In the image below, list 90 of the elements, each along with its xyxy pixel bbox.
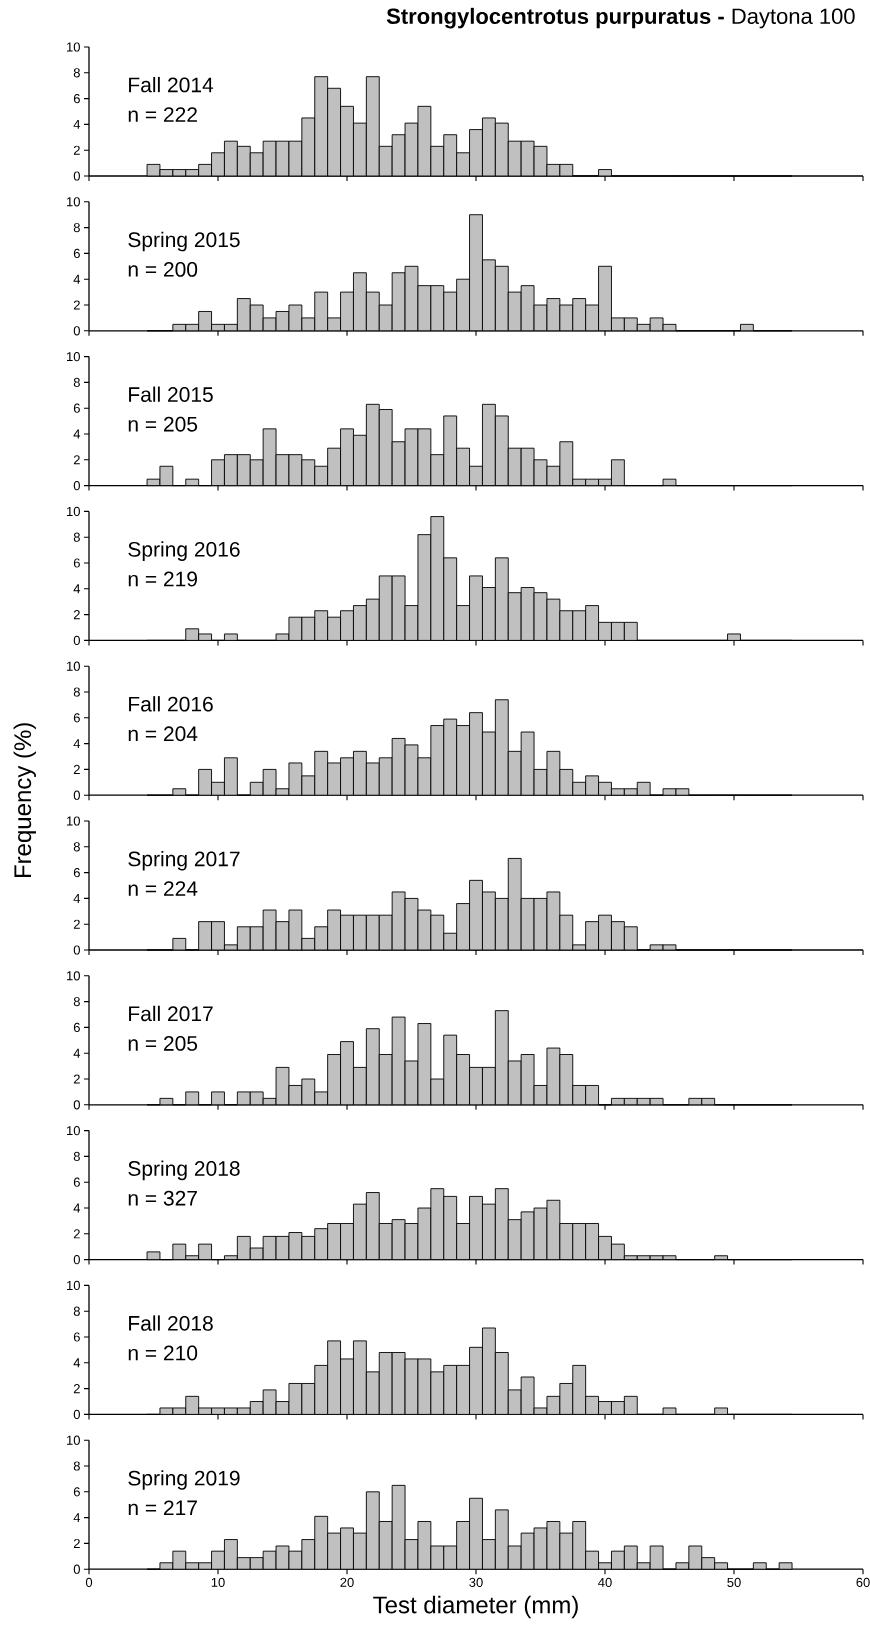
annotation: n = 204 <box>128 726 198 742</box>
y-tick-label: 2 <box>73 1074 80 1084</box>
y-tick-label: 10 <box>66 197 80 207</box>
y-tick-label: 2 <box>73 145 80 155</box>
y-tick-label: 0 <box>73 790 80 800</box>
y-tick-label: 10 <box>66 816 80 826</box>
annotation: Fall 2018 <box>129 1315 213 1331</box>
annotation: Fall 2014 <box>129 76 214 93</box>
annotation: Spring 2017 <box>128 850 240 871</box>
x-tick-label: 50 <box>727 1577 741 1587</box>
y-tick-label: 8 <box>73 1151 80 1162</box>
y-tick-label: 2 <box>73 610 80 620</box>
y-tick-label: 10 <box>66 1280 80 1291</box>
y-tick-label: 0 <box>73 1409 80 1420</box>
y-tick-label: 6 <box>73 1487 80 1497</box>
y-tick-label: 0 <box>73 326 80 336</box>
y-tick-label: 10 <box>66 971 80 981</box>
y-tick-label: 4 <box>73 1358 81 1368</box>
y-tick-label: 2 <box>73 1538 80 1548</box>
y-tick-label: 0 <box>73 945 80 955</box>
annotation: n = 200 <box>128 261 198 277</box>
y-tick-label: 4 <box>73 739 81 749</box>
annotation: Spring 2016 <box>128 541 240 561</box>
y-tick-label: 6 <box>73 403 80 413</box>
y-tick-label: 6 <box>73 1332 80 1342</box>
annotation: Fall 2016 <box>129 696 213 712</box>
x-tick-label: 20 <box>340 1577 354 1587</box>
annotation: n = 327 <box>128 1190 197 1206</box>
y-tick-label: 4 <box>73 893 81 903</box>
y-tick-label: 8 <box>73 1461 80 1471</box>
y-tick-label: 4 <box>73 1203 81 1213</box>
y-tick-label: 0 <box>73 1564 80 1574</box>
y-tick-label: 6 <box>73 558 80 568</box>
y-tick-label: 0 <box>73 635 80 646</box>
y-tick-label: 2 <box>73 764 80 774</box>
y-tick-label: 8 <box>73 687 80 697</box>
y-tick-label: 6 <box>73 713 80 723</box>
y-tick-label: 8 <box>73 997 80 1007</box>
x-tick-label: 60 <box>856 1577 870 1587</box>
y-tick-label: 0 <box>73 171 80 181</box>
y-axis-title: Frequency (%) <box>13 723 36 878</box>
y-tick-label: 6 <box>73 868 80 878</box>
annotation: Spring 2019 <box>128 1470 240 1490</box>
annotation: Fall 2017 <box>129 1005 213 1022</box>
x-tick-label: 30 <box>469 1577 483 1587</box>
annotation: Spring 2015 <box>128 231 240 252</box>
y-tick-label: 2 <box>73 1229 80 1239</box>
y-tick-label: 0 <box>73 1100 80 1110</box>
annotation: n = 205 <box>128 1035 198 1051</box>
y-tick-label: 0 <box>73 1255 80 1265</box>
annotation: Fall 2015 <box>129 386 213 402</box>
annotation: n = 210 <box>128 1345 198 1361</box>
annotation: n = 219 <box>128 571 197 587</box>
y-tick-label: 10 <box>66 1435 80 1445</box>
y-tick-label: 10 <box>66 506 80 517</box>
y-tick-label: 2 <box>73 300 80 310</box>
y-tick-label: 4 <box>73 1048 81 1058</box>
y-tick-label: 4 <box>73 274 81 284</box>
y-tick-label: 0 <box>73 481 80 491</box>
y-tick-label: 6 <box>73 1177 80 1187</box>
y-tick-label: 8 <box>73 532 80 542</box>
y-tick-label: 8 <box>73 842 80 852</box>
y-tick-label: 8 <box>73 377 80 388</box>
y-tick-label: 2 <box>73 1384 80 1394</box>
annotation: n = 217 <box>128 1500 197 1516</box>
y-tick-label: 6 <box>73 94 80 104</box>
x-tick-label: 10 <box>211 1577 225 1587</box>
y-tick-label: 6 <box>73 248 80 259</box>
annotation: n = 222 <box>128 107 197 122</box>
x-axis-title: Test diameter (mm) <box>373 1595 578 1619</box>
y-tick-label: 10 <box>66 42 80 52</box>
annotation: n = 205 <box>128 416 198 432</box>
y-tick-label: 4 <box>73 1513 81 1523</box>
y-tick-label: 4 <box>73 119 81 129</box>
y-tick-label: 8 <box>73 1306 80 1316</box>
annotation: Spring 2018 <box>128 1160 240 1181</box>
y-tick-label: 10 <box>66 661 80 671</box>
y-tick-label: 8 <box>73 223 80 233</box>
y-tick-label: 4 <box>73 429 81 439</box>
y-tick-label: 2 <box>73 455 80 465</box>
y-tick-label: 6 <box>73 1022 80 1033</box>
y-tick-label: 8 <box>73 68 80 78</box>
y-tick-label: 2 <box>73 919 80 929</box>
x-tick-label: 40 <box>598 1577 612 1587</box>
annotation: n = 224 <box>128 881 198 896</box>
y-tick-label: 10 <box>66 1126 80 1136</box>
y-tick-label: 10 <box>66 352 80 362</box>
x-tick-label: 0 <box>85 1577 93 1587</box>
y-tick-label: 4 <box>73 584 81 594</box>
chart-title: Strongylocentrotus purpuratus - Daytona 100 <box>386 7 855 29</box>
